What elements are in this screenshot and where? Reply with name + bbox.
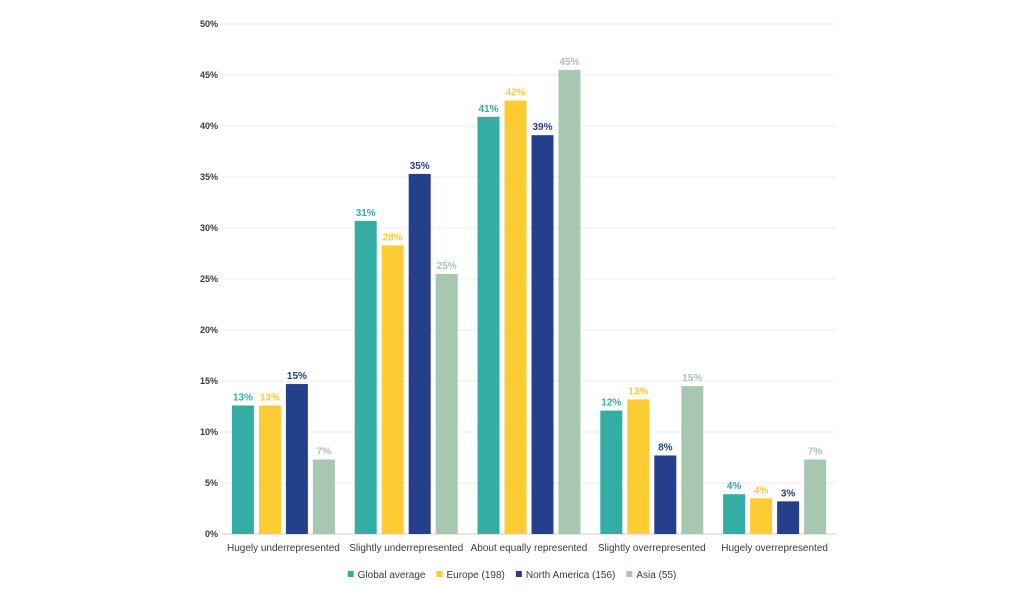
bar-value-label: 4% bbox=[727, 481, 742, 492]
legend-label: Asia (55) bbox=[636, 570, 676, 581]
y-tick-label: 5% bbox=[205, 478, 218, 488]
bar-value-label: 7% bbox=[808, 447, 823, 458]
bar bbox=[804, 459, 827, 534]
bar-value-label: 7% bbox=[317, 447, 332, 458]
legend-label: Global average bbox=[358, 570, 426, 581]
bar-value-label: 13% bbox=[628, 386, 648, 397]
y-tick-label: 50% bbox=[200, 19, 218, 29]
bar bbox=[777, 501, 800, 534]
legend-label: North America (156) bbox=[526, 570, 615, 581]
category-label: Slightly overrepresented bbox=[598, 543, 706, 554]
bar bbox=[258, 405, 281, 534]
bar bbox=[381, 245, 404, 534]
grid bbox=[222, 23, 836, 535]
bar-value-label: 28% bbox=[383, 232, 403, 243]
legend: Global average Europe (198) North America … bbox=[347, 570, 676, 581]
y-tick-label: 20% bbox=[200, 325, 218, 335]
bar-value-label: 3% bbox=[781, 488, 796, 499]
bar-value-label: 15% bbox=[287, 371, 307, 382]
y-axis-ticks: 0% 5% 10% 15% 20% 25% 30% 35% 40% 45% 50% bbox=[200, 19, 218, 539]
bar bbox=[600, 410, 623, 534]
bar bbox=[285, 384, 308, 534]
bar-value-label: 4% bbox=[754, 485, 769, 496]
legend-label: Europe (198) bbox=[446, 570, 504, 581]
bar bbox=[435, 273, 458, 534]
legend-item: North America (156) bbox=[515, 570, 615, 581]
bar bbox=[558, 69, 581, 535]
bar bbox=[627, 399, 650, 534]
bar-value-label: 45% bbox=[559, 57, 579, 68]
bar bbox=[654, 455, 677, 534]
bar bbox=[408, 173, 431, 534]
bar bbox=[750, 498, 773, 534]
legend-item: Asia (55) bbox=[626, 570, 676, 581]
bar-value-label: 41% bbox=[478, 104, 498, 115]
bar-value-label: 42% bbox=[505, 88, 525, 99]
data-labels: 13% 13% 15% 7% 31% 28% 35% 25% 41% 42% 39% 45% 12% 13… bbox=[233, 57, 823, 499]
legend-swatch bbox=[515, 571, 522, 577]
legend-swatch bbox=[347, 571, 354, 577]
y-tick-label: 15% bbox=[200, 376, 218, 386]
category-label: Slightly underrepresented bbox=[349, 543, 463, 554]
y-tick-label: 40% bbox=[200, 121, 218, 131]
y-tick-label: 35% bbox=[200, 172, 218, 182]
bar-value-label: 39% bbox=[532, 122, 552, 133]
bar-value-label: 13% bbox=[260, 392, 280, 403]
bar-value-label: 35% bbox=[410, 161, 430, 172]
bars bbox=[231, 69, 827, 535]
y-tick-label: 10% bbox=[200, 427, 218, 437]
bar-value-label: 31% bbox=[356, 208, 376, 219]
y-tick-label: 30% bbox=[200, 223, 218, 233]
y-tick-label: 25% bbox=[200, 274, 218, 284]
bar bbox=[231, 405, 254, 534]
bar bbox=[531, 135, 554, 534]
category-label: Hugely underrepresented bbox=[227, 543, 340, 554]
y-tick-label: 0% bbox=[205, 529, 218, 539]
bar-value-label: 15% bbox=[682, 373, 702, 384]
bar bbox=[504, 100, 527, 534]
bar bbox=[312, 459, 335, 534]
bar-value-label: 13% bbox=[233, 392, 253, 403]
bar bbox=[354, 220, 377, 535]
category-label: About equally represented bbox=[471, 543, 588, 554]
bar-value-label: 12% bbox=[601, 398, 621, 409]
y-tick-label: 45% bbox=[200, 70, 218, 80]
legend-item: Global average bbox=[347, 570, 426, 581]
bar bbox=[681, 386, 704, 534]
category-label: Hugely overrepresented bbox=[721, 543, 828, 554]
legend-swatch bbox=[626, 571, 633, 577]
bar-value-label: 25% bbox=[437, 261, 457, 272]
bar bbox=[723, 494, 746, 534]
bar bbox=[477, 116, 500, 534]
bar-value-label: 8% bbox=[658, 442, 673, 453]
legend-swatch bbox=[436, 571, 443, 577]
x-axis-categories: Hugely underrepresented Slightly underrep… bbox=[227, 543, 828, 554]
legend-item: Europe (198) bbox=[436, 570, 505, 581]
